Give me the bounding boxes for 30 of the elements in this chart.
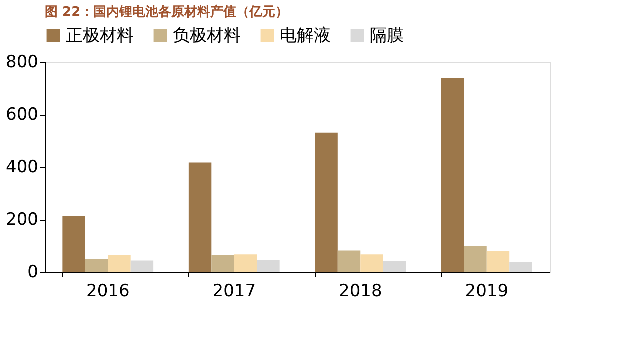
bar [464, 246, 487, 272]
bar [85, 259, 108, 272]
x-tick-label: 2016 [86, 282, 130, 302]
bar [130, 260, 154, 272]
bar [441, 78, 464, 272]
bar [315, 132, 338, 272]
x-tick-label: 2017 [212, 282, 256, 302]
y-tick-label: 400 [6, 158, 38, 178]
legend-label: 隔膜 [370, 26, 404, 46]
legend-label: 正极材料 [66, 26, 134, 46]
bar [486, 252, 510, 272]
bar [360, 254, 384, 272]
bar [338, 250, 361, 272]
y-tick-label: 200 [6, 210, 38, 230]
bar [212, 255, 234, 272]
x-tick-label: 2019 [465, 282, 509, 302]
legend-label: 电解液 [280, 26, 331, 46]
bar [234, 254, 258, 272]
y-tick-label: 0 [28, 262, 38, 282]
legend-label: 负极材料 [173, 26, 241, 46]
bar [257, 260, 280, 272]
bar [383, 261, 406, 272]
x-tick-label: 2018 [338, 282, 382, 302]
y-tick-label: 800 [6, 52, 38, 72]
bar [510, 262, 532, 272]
chart-title: 图 22：国内锂电池各原材料产值（亿元） [45, 4, 289, 20]
bar [108, 255, 131, 272]
bar [62, 216, 86, 272]
bar [188, 162, 212, 272]
y-tick-label: 600 [6, 105, 38, 125]
